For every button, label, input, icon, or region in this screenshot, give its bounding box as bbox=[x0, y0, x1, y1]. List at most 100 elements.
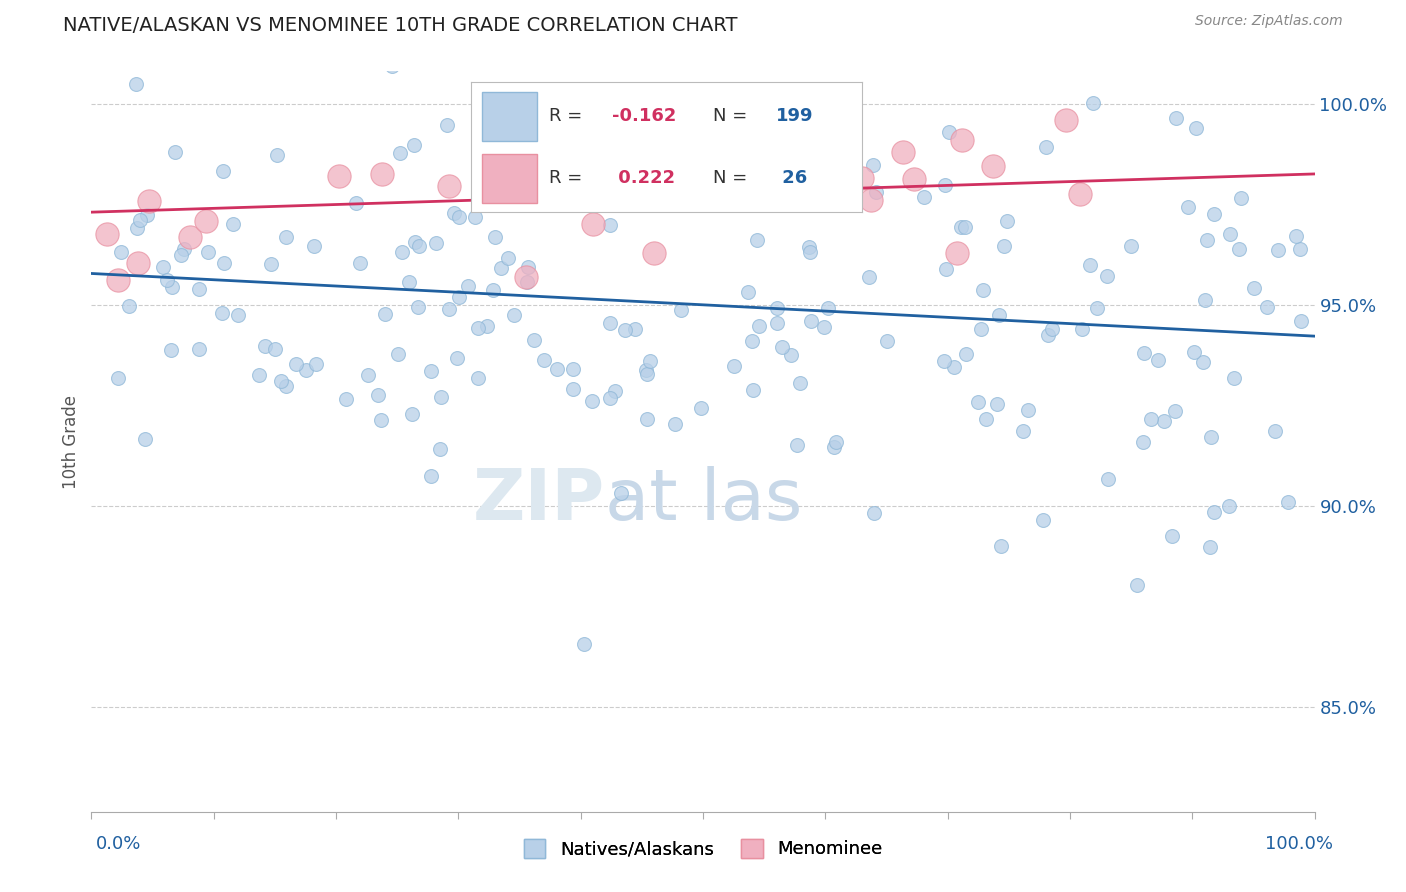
Point bbox=[270, 374, 292, 388]
Point bbox=[484, 111, 506, 125]
Point bbox=[516, 275, 538, 289]
Point bbox=[970, 321, 993, 335]
Point bbox=[1202, 505, 1225, 519]
Point bbox=[135, 208, 157, 222]
Point bbox=[1083, 96, 1105, 111]
Point bbox=[690, 401, 713, 415]
Point bbox=[599, 219, 621, 233]
Point bbox=[1199, 540, 1222, 554]
Point bbox=[1192, 355, 1215, 369]
Point bbox=[482, 140, 505, 154]
Point bbox=[344, 196, 367, 211]
Point bbox=[517, 93, 540, 107]
Point bbox=[823, 440, 845, 454]
Point bbox=[349, 256, 371, 270]
Point bbox=[658, 147, 681, 161]
Point bbox=[766, 301, 789, 315]
Text: at las: at las bbox=[605, 467, 803, 535]
Legend: Natives/Alaskans, Menominee: Natives/Alaskans, Menominee bbox=[516, 832, 890, 865]
Point bbox=[96, 227, 118, 242]
Point bbox=[165, 145, 187, 160]
Point bbox=[824, 434, 846, 449]
Point bbox=[194, 214, 217, 228]
Point bbox=[603, 384, 626, 398]
Point bbox=[162, 280, 184, 294]
Point bbox=[1035, 139, 1057, 153]
Point bbox=[1164, 404, 1187, 418]
Point bbox=[1146, 352, 1168, 367]
Point bbox=[813, 320, 835, 334]
Point bbox=[1277, 495, 1299, 509]
Point bbox=[529, 197, 551, 211]
Point bbox=[401, 407, 423, 421]
Point bbox=[160, 343, 183, 357]
Point bbox=[381, 58, 404, 72]
Point bbox=[1097, 472, 1119, 486]
Point bbox=[457, 279, 479, 293]
Point bbox=[515, 269, 537, 284]
Point bbox=[765, 316, 787, 330]
Point bbox=[197, 244, 219, 259]
Point bbox=[107, 371, 129, 385]
Point bbox=[950, 133, 973, 147]
Point bbox=[134, 432, 156, 446]
Point bbox=[284, 358, 307, 372]
Point bbox=[572, 636, 595, 650]
Y-axis label: 10th Grade: 10th Grade bbox=[62, 394, 80, 489]
Point bbox=[1243, 281, 1265, 295]
Point bbox=[770, 340, 793, 354]
Point bbox=[357, 368, 380, 383]
Point bbox=[482, 283, 505, 297]
Point bbox=[858, 269, 880, 284]
Point bbox=[1071, 322, 1094, 336]
Point bbox=[125, 77, 148, 91]
Point bbox=[596, 145, 619, 159]
Point bbox=[946, 246, 969, 260]
Point bbox=[1219, 227, 1241, 242]
Point bbox=[938, 125, 960, 139]
Point bbox=[263, 342, 285, 356]
Point bbox=[517, 260, 540, 275]
Point bbox=[1140, 411, 1163, 425]
Point bbox=[467, 371, 489, 385]
Point bbox=[1160, 528, 1182, 542]
Point bbox=[1256, 300, 1278, 314]
Point bbox=[993, 239, 1015, 253]
Point bbox=[1218, 499, 1240, 513]
Point bbox=[212, 164, 235, 178]
Point bbox=[546, 362, 568, 376]
Point bbox=[800, 313, 823, 327]
Point bbox=[779, 348, 801, 362]
Point bbox=[955, 347, 977, 361]
Point bbox=[437, 179, 460, 194]
Point bbox=[117, 299, 139, 313]
Point bbox=[638, 354, 661, 368]
Point bbox=[335, 392, 357, 406]
Point bbox=[491, 260, 513, 275]
Point bbox=[613, 323, 636, 337]
Point bbox=[636, 412, 658, 426]
Point bbox=[636, 136, 658, 151]
Point bbox=[1132, 435, 1154, 450]
Point bbox=[420, 363, 443, 377]
Point bbox=[974, 412, 997, 426]
Point bbox=[484, 230, 506, 244]
Point bbox=[748, 318, 770, 333]
Point bbox=[305, 357, 328, 371]
Point bbox=[266, 148, 288, 162]
Point bbox=[1126, 577, 1149, 591]
Point bbox=[863, 506, 886, 520]
Point bbox=[1197, 234, 1219, 248]
Point bbox=[953, 219, 976, 234]
Point bbox=[986, 397, 1008, 411]
Point bbox=[949, 219, 972, 234]
Point bbox=[723, 359, 745, 373]
Point bbox=[152, 260, 174, 274]
Point bbox=[173, 242, 195, 256]
Point bbox=[562, 361, 585, 376]
Point bbox=[799, 244, 821, 259]
Point bbox=[581, 394, 603, 409]
Point bbox=[502, 308, 524, 322]
Point bbox=[127, 255, 149, 269]
Point bbox=[817, 301, 839, 315]
